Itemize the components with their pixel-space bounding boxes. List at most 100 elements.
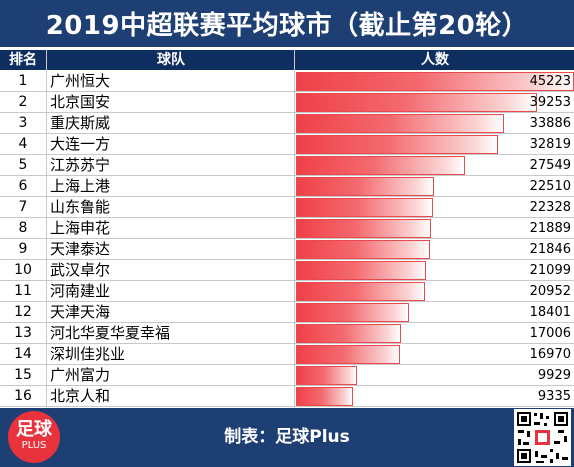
team-label: 广州富力 [50, 366, 111, 384]
rank-cell: 15 [14, 367, 32, 383]
bar-area: 21889 [296, 218, 574, 239]
logo-text: 足球 [16, 419, 52, 440]
rank-cell: 2 [18, 94, 28, 110]
team-label: 北京国安 [50, 93, 111, 111]
table-row: 10 武汉卓尔 21099 [0, 260, 574, 281]
team-label: 大连一方 [50, 135, 111, 153]
attendance-value: 27549 [529, 158, 571, 173]
team-label: 深圳佳兆业 [50, 345, 126, 363]
team-label: 河北华夏华夏幸福 [50, 324, 171, 342]
team-label: 武汉卓尔 [50, 261, 111, 279]
attendance-value: 21099 [529, 263, 571, 278]
bar-area: 27549 [296, 155, 574, 176]
rank-cell: 1 [18, 73, 28, 89]
row-divider [0, 280, 574, 281]
attendance-bar [296, 345, 400, 364]
row-divider [0, 154, 574, 155]
table-row: 16 北京人和 9335 [0, 386, 574, 407]
table-row: 6 上海上港 22510 [0, 176, 574, 197]
attendance-bar [296, 135, 498, 154]
attendance-value: 32819 [529, 137, 571, 152]
row-divider [0, 385, 574, 386]
bar-area: 33886 [296, 113, 574, 134]
table-row: 5 江苏苏宁 27549 [0, 155, 574, 176]
team-label: 天津天海 [50, 303, 111, 321]
zuqiu-plus-logo: 足球 PLUS [8, 411, 60, 463]
table-row: 7 山东鲁能 22328 [0, 197, 574, 218]
bar-area: 22328 [296, 197, 574, 218]
row-divider [0, 343, 574, 344]
bar-area: 17006 [296, 323, 574, 344]
attendance-value: 18401 [529, 305, 571, 320]
rank-cell: 8 [18, 220, 28, 236]
attendance-bar [296, 282, 425, 301]
table-row: 2 北京国安 39253 [0, 92, 574, 113]
bar-area: 39253 [296, 92, 574, 113]
bar-area: 20952 [296, 281, 574, 302]
bar-area: 16970 [296, 344, 574, 365]
row-divider [0, 259, 574, 260]
attendance-value: 39253 [529, 95, 571, 110]
team-label: 天津泰达 [50, 240, 111, 258]
rank-cell: 5 [18, 157, 28, 173]
row-divider [0, 322, 574, 323]
attendance-value: 33886 [529, 116, 571, 131]
row-divider [0, 406, 574, 407]
row-divider [0, 196, 574, 197]
attendance-value: 22510 [529, 179, 571, 194]
attendance-bar [296, 366, 357, 385]
table-row: 15 广州富力 9929 [0, 365, 574, 386]
attendance-value: 16970 [529, 347, 571, 362]
table-row: 4 大连一方 32819 [0, 134, 574, 155]
bar-area: 32819 [296, 134, 574, 155]
logo-subtext: PLUS [21, 440, 47, 451]
team-header: 球队 [157, 52, 185, 68]
attendance-bar [296, 324, 401, 343]
bar-area: 45223 [296, 71, 574, 92]
team-label: 河南建业 [50, 282, 111, 300]
team-label: 北京人和 [50, 387, 111, 405]
row-divider [0, 112, 574, 113]
attendance-bar [296, 156, 465, 175]
attendance-value: 21846 [529, 242, 571, 257]
attendance-value: 45223 [529, 74, 571, 89]
qr-code-icon [514, 409, 571, 466]
table-row: 13 河北华夏华夏幸福 17006 [0, 323, 574, 344]
attendance-bar [296, 93, 537, 112]
bar-area: 22510 [296, 176, 574, 197]
rank-cell: 3 [18, 115, 28, 131]
team-label: 广州恒大 [50, 72, 111, 90]
table-row: 14 深圳佳兆业 16970 [0, 344, 574, 365]
footer-credit: 制表：足球Plus [224, 427, 350, 447]
rank-cell: 10 [14, 262, 32, 278]
team-label: 山东鲁能 [50, 198, 111, 216]
table-row: 8 上海申花 21889 [0, 218, 574, 239]
chart-title: 2019中超联赛平均球市（截止第20轮） [0, 0, 574, 47]
row-divider [0, 217, 574, 218]
row-divider [0, 301, 574, 302]
rank-cell: 7 [18, 199, 28, 215]
attendance-value: 17006 [529, 326, 571, 341]
row-divider [0, 133, 574, 134]
bar-area: 21099 [296, 260, 574, 281]
attendance-bar [296, 240, 430, 259]
table-row: 11 河南建业 20952 [0, 281, 574, 302]
rank-cell: 6 [18, 178, 28, 194]
attendance-value: 9929 [537, 368, 571, 383]
attendance-value: 9335 [537, 389, 571, 404]
table-row: 12 天津天海 18401 [0, 302, 574, 323]
row-divider [0, 175, 574, 176]
table-header: 排名 球队 人数 [0, 50, 574, 70]
rank-header: 排名 [9, 52, 37, 68]
rank-cell: 13 [14, 325, 32, 341]
bar-area: 9929 [296, 365, 574, 386]
column-divider [294, 50, 295, 407]
bar-area: 9335 [296, 386, 574, 407]
attendance-value: 20952 [529, 284, 571, 299]
attendance-bar [296, 114, 504, 133]
rank-cell: 4 [18, 136, 28, 152]
attendance-header: 人数 [421, 52, 449, 68]
footer: 足球 PLUS 制表：足球Plus [0, 408, 574, 467]
attendance-bar [296, 177, 434, 196]
bar-area: 21846 [296, 239, 574, 260]
